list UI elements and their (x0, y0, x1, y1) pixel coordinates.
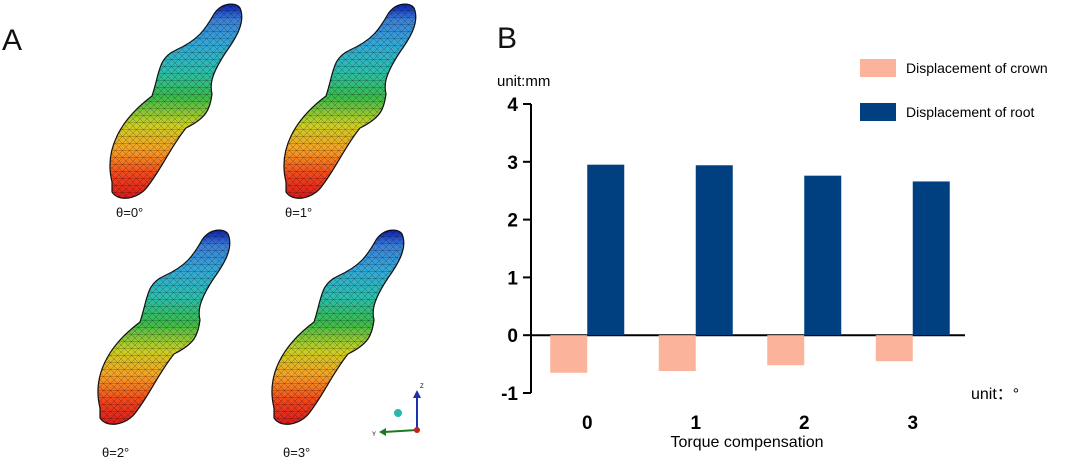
legend-label: Displacement of root (906, 104, 1035, 120)
x-axis-unit-label: unit：° (971, 386, 1019, 403)
x-tick-label: 1 (690, 413, 701, 434)
bar-crown-displacement (876, 335, 913, 361)
x-axis-title: Torque compensation (671, 434, 824, 451)
legend-swatch (860, 103, 896, 121)
legend-label: Displacement of crown (906, 60, 1048, 76)
bar-root-displacement (913, 181, 950, 335)
chart-axes: -1 0 1 2 3 4 0 1 2 3 (501, 95, 965, 434)
legend-swatch (860, 59, 896, 77)
bar-crown-displacement (659, 335, 696, 371)
x-tick-label: 0 (582, 413, 593, 434)
bar-root-displacement (804, 176, 841, 336)
bar-root-displacement (587, 165, 624, 336)
bar-crown-displacement (550, 335, 587, 373)
y-tick-label: 2 (507, 211, 518, 232)
bar-crown-displacement (767, 335, 804, 365)
y-tick-label: 0 (507, 326, 518, 347)
displacement-bar-chart: -1012340 1 2 3 Displacement of crownDisplac… (0, 0, 1072, 461)
y-tick-label: 4 (507, 95, 518, 116)
chart-bars (550, 165, 950, 373)
chart-legend: Displacement of crown Displacement of roo… (860, 59, 1048, 121)
bar-root-displacement (696, 165, 733, 335)
y-tick-label: -1 (501, 384, 518, 405)
x-tick-label: 3 (907, 413, 918, 434)
y-axis-unit-label: unit:mm (497, 73, 550, 90)
x-tick-label: 2 (799, 413, 810, 434)
y-tick-label: 3 (507, 153, 518, 174)
y-tick-label: 1 (507, 268, 518, 289)
